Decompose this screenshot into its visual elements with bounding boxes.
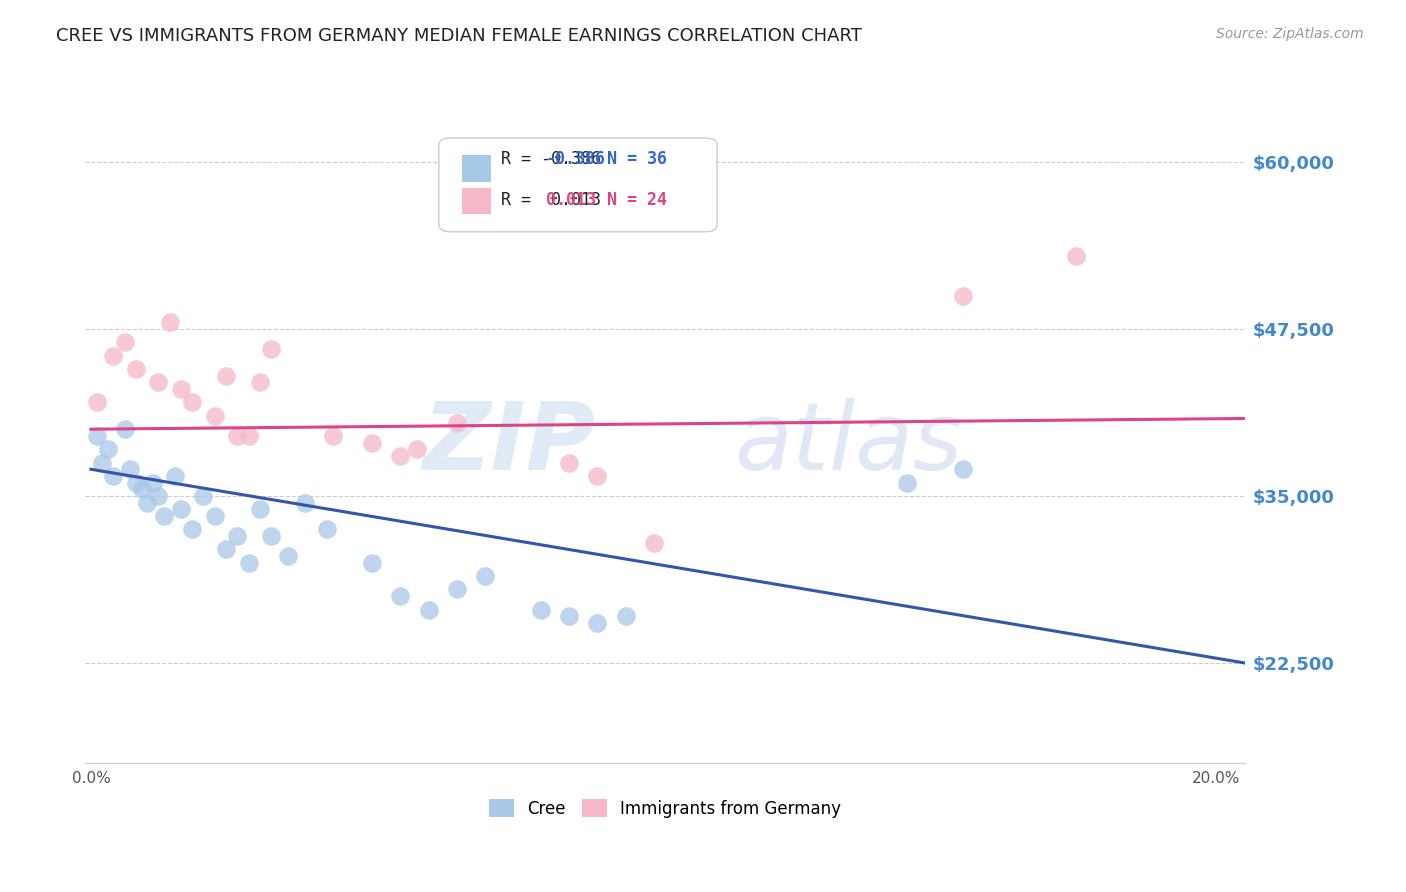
Text: CREE VS IMMIGRANTS FROM GERMANY MEDIAN FEMALE EARNINGS CORRELATION CHART: CREE VS IMMIGRANTS FROM GERMANY MEDIAN F…	[56, 27, 862, 45]
Point	[120, 462, 142, 476]
Point	[181, 395, 204, 409]
Point	[446, 582, 468, 597]
Point	[643, 535, 665, 549]
Point	[148, 376, 170, 390]
Point	[215, 542, 238, 557]
Point	[952, 288, 974, 302]
Point	[114, 422, 136, 436]
Point	[558, 456, 581, 470]
Point	[446, 416, 468, 430]
Point	[238, 429, 260, 443]
FancyBboxPatch shape	[463, 155, 491, 182]
Point	[238, 556, 260, 570]
FancyBboxPatch shape	[463, 188, 491, 214]
Text: R =  0.013: R = 0.013	[502, 192, 602, 210]
Point	[103, 469, 125, 483]
Text: ZIP: ZIP	[423, 398, 595, 490]
Point	[361, 435, 384, 450]
Point	[389, 449, 412, 463]
Point	[322, 429, 344, 443]
Text: -0.386: -0.386	[546, 150, 606, 168]
Point	[614, 609, 637, 624]
Point	[170, 382, 193, 396]
Point	[226, 529, 249, 543]
Text: N = 36: N = 36	[607, 150, 666, 168]
Point	[952, 462, 974, 476]
Point	[294, 496, 316, 510]
Point	[204, 409, 226, 423]
Text: atlas: atlas	[734, 398, 963, 489]
FancyBboxPatch shape	[439, 138, 717, 232]
Point	[361, 556, 384, 570]
Point	[153, 508, 176, 523]
Point	[530, 602, 553, 616]
Point	[114, 335, 136, 350]
Point	[226, 429, 249, 443]
Point	[586, 469, 609, 483]
Text: R = -0.386: R = -0.386	[502, 150, 602, 168]
Point	[181, 522, 204, 536]
Point	[86, 395, 108, 409]
Point	[86, 429, 108, 443]
Text: Source: ZipAtlas.com: Source: ZipAtlas.com	[1216, 27, 1364, 41]
Point	[406, 442, 429, 457]
Point	[558, 609, 581, 624]
Point	[125, 362, 148, 376]
Point	[260, 342, 283, 356]
Point	[260, 529, 283, 543]
Point	[142, 475, 165, 490]
Point	[586, 615, 609, 630]
Point	[277, 549, 299, 563]
Point	[170, 502, 193, 516]
Point	[159, 315, 181, 329]
Point	[103, 349, 125, 363]
Point	[165, 469, 187, 483]
Point	[148, 489, 170, 503]
Point	[418, 602, 440, 616]
Point	[389, 589, 412, 603]
Point	[131, 483, 153, 497]
Point	[249, 502, 271, 516]
Point	[316, 522, 339, 536]
Text: N = 24: N = 24	[607, 192, 666, 210]
Point	[474, 569, 496, 583]
Point	[97, 442, 120, 457]
Point	[193, 489, 215, 503]
Text: 0.013: 0.013	[546, 192, 596, 210]
Point	[136, 496, 159, 510]
Point	[249, 376, 271, 390]
Point	[896, 475, 918, 490]
Point	[204, 508, 226, 523]
Point	[125, 475, 148, 490]
Point	[215, 368, 238, 383]
Point	[91, 456, 114, 470]
Legend: Cree, Immigrants from Germany: Cree, Immigrants from Germany	[482, 793, 848, 824]
Point	[1064, 248, 1087, 262]
